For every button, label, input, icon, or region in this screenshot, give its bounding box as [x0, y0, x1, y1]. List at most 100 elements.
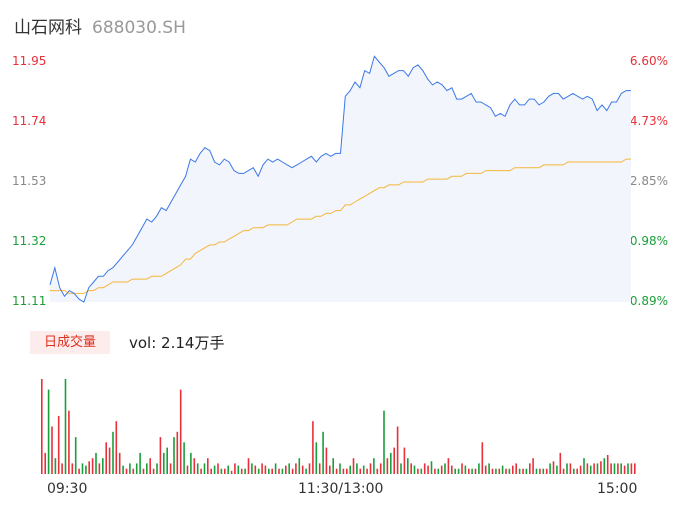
volume-bar	[129, 463, 131, 474]
volume-bar	[78, 468, 80, 474]
volume-bar	[542, 468, 545, 474]
volume-bar	[285, 465, 287, 474]
volume-bar	[603, 458, 606, 474]
volume-bar	[342, 468, 345, 474]
volume-bar	[562, 468, 565, 474]
volume-bar	[430, 461, 433, 474]
volume-bar	[386, 458, 389, 474]
volume-bar	[186, 465, 189, 474]
volume-bar	[488, 463, 490, 474]
volume-bar	[274, 463, 277, 474]
volume-bar	[589, 465, 592, 474]
volume-bar	[176, 431, 179, 474]
volume-bar	[620, 463, 622, 474]
stock-title: 山石网科 688030.SH	[14, 13, 186, 38]
time-label-close: 15:00	[597, 481, 638, 497]
volume-bar	[193, 458, 196, 474]
volume-bar	[532, 458, 534, 474]
volume-bar	[393, 447, 395, 474]
volume-bar	[298, 458, 301, 474]
volume-bar	[529, 463, 531, 474]
volume-bar	[454, 468, 456, 474]
volume-bar	[230, 470, 233, 474]
volume-tab[interactable]: 日成交量	[30, 331, 110, 354]
volume-bar	[156, 463, 158, 474]
volume-bar	[505, 468, 507, 474]
price-tick-label: 11.11	[12, 294, 47, 308]
volume-bar	[457, 468, 460, 474]
price-line	[49, 55, 631, 303]
volume-bar	[224, 468, 226, 474]
volume-bar	[596, 463, 599, 474]
volume-bar	[451, 465, 453, 474]
volume-bar	[474, 468, 477, 474]
volume-bar	[217, 463, 219, 474]
volume-bar	[200, 468, 202, 474]
volume-bar	[539, 468, 541, 474]
volume-bar	[115, 421, 118, 474]
volume-bar	[376, 468, 379, 474]
average-price-line	[50, 158, 631, 294]
volume-bar	[478, 463, 480, 474]
time-label-open: 09:30	[47, 481, 88, 497]
volume-bar	[484, 465, 487, 474]
volume-bar	[366, 468, 368, 474]
volume-bar	[152, 468, 155, 474]
volume-bar	[471, 468, 473, 474]
volume-bar	[98, 463, 101, 474]
volume-bar	[413, 465, 416, 474]
volume-bar	[125, 468, 128, 474]
volume-bar	[112, 431, 114, 474]
price-tick-label: 11.95	[12, 54, 47, 68]
volume-bar	[135, 463, 138, 474]
volume-bar	[227, 465, 229, 474]
volume-bar	[417, 468, 419, 474]
volume-bar	[166, 447, 168, 474]
volume-bar	[295, 463, 297, 474]
volume-bar	[556, 465, 558, 474]
volume-bar	[64, 379, 67, 474]
percent-tick-label: 2.85%	[629, 174, 668, 188]
volume-bar	[308, 463, 311, 474]
volume-bar	[559, 452, 562, 474]
volume-bar	[88, 461, 90, 474]
volume-bar	[579, 465, 582, 474]
volume-bar	[179, 389, 182, 474]
volume-bar	[281, 468, 284, 474]
volume-bar	[220, 468, 223, 474]
volume-bar	[352, 458, 355, 474]
volume-bar	[122, 465, 124, 474]
volume-bar	[545, 468, 548, 474]
volume-bar	[576, 468, 578, 474]
volume-bar	[210, 468, 212, 474]
volume-bar	[291, 468, 294, 474]
volume-bar	[617, 463, 619, 474]
volume-bar	[566, 463, 568, 474]
volume-bar	[332, 458, 334, 474]
volume-bar	[254, 465, 257, 474]
volume-bar	[613, 463, 616, 474]
price-tick-label: 11.74	[12, 114, 47, 128]
volume-bar	[410, 463, 412, 474]
volume-bar	[108, 447, 111, 474]
volume-bar	[325, 447, 328, 474]
volume-bar	[522, 468, 524, 474]
volume-bar	[149, 458, 151, 474]
volume-bar	[57, 415, 60, 474]
volume-bar	[251, 463, 253, 474]
price-area-fill	[50, 56, 631, 302]
stock-code: 688030.SH	[92, 18, 186, 38]
volume-bar	[213, 465, 216, 474]
volume-bar	[427, 465, 429, 474]
volume-bar	[512, 465, 514, 474]
volume-bar	[434, 468, 436, 474]
volume-bar	[623, 465, 626, 474]
volume-bar	[305, 468, 307, 474]
volume-bar	[464, 465, 467, 474]
volume-bar	[203, 463, 206, 474]
volume-bar	[634, 463, 636, 474]
volume-bar	[349, 465, 351, 474]
volume-bar	[257, 468, 260, 474]
percent-tick-label: 4.73%	[629, 114, 668, 128]
